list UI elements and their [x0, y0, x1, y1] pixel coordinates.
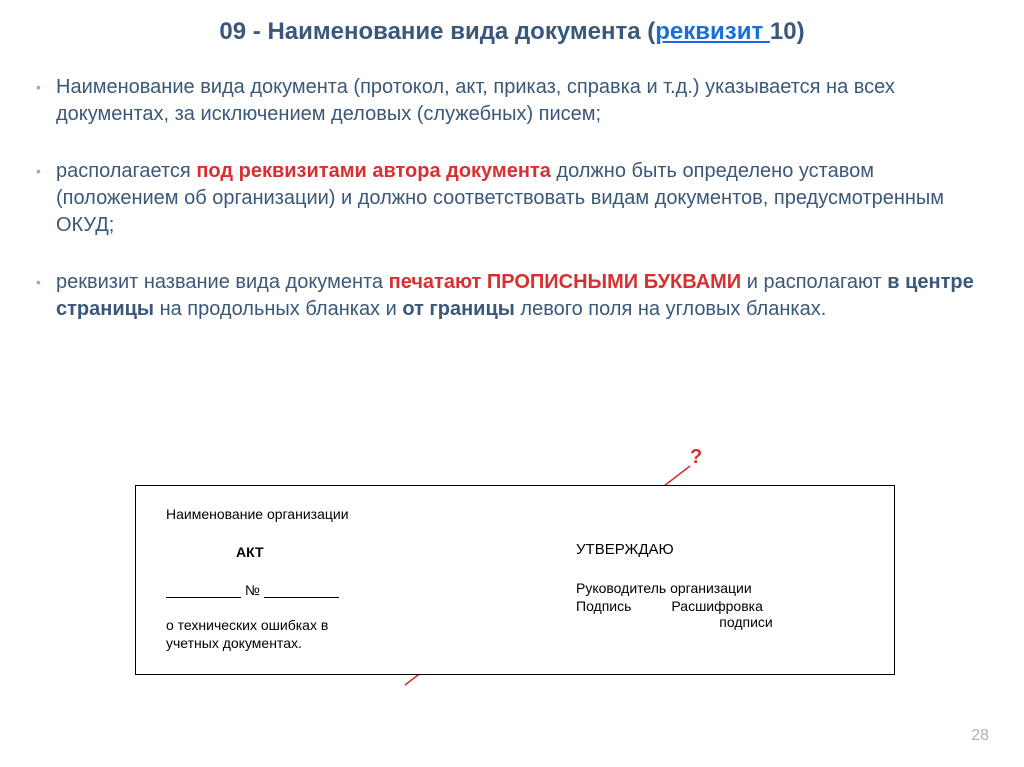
bullet-1-text: Наименование вида документа (протокол, а…: [56, 76, 895, 125]
bullet-2-p0: располагается: [56, 160, 196, 182]
doc-rash-label: Расшифровка: [671, 598, 762, 614]
doc-manager: Руководитель организации: [576, 580, 856, 596]
slide-title: 09 - Наименование вида документа (реквиз…: [0, 0, 1024, 54]
content-area: Наименование вида документа (протокол, а…: [0, 54, 1024, 323]
question-mark: ?: [690, 446, 702, 469]
doc-signature-sub: подписи: [576, 614, 806, 630]
bullet-list: Наименование вида документа (протокол, а…: [30, 74, 984, 323]
doc-num-label: №: [245, 582, 260, 598]
doc-num-underline: [264, 597, 339, 598]
bullet-3-p1: печатают ПРОПИСНЫМИ БУКВАМИ: [389, 271, 742, 293]
bullet-3-p2: и располагают: [741, 271, 887, 293]
doc-subject: о технических ошибках в учетных документ…: [166, 616, 466, 652]
doc-subject-l2: учетных документах.: [166, 635, 302, 651]
doc-org-name: Наименование организации: [166, 506, 466, 522]
bullet-3-p0: реквизит название вида документа: [56, 271, 389, 293]
doc-right-block: УТВЕРЖДАЮ Руководитель организации Подпи…: [576, 541, 856, 630]
doc-signature-row: Подпись Расшифровка: [576, 598, 856, 614]
doc-sign-label: Подпись: [576, 598, 631, 614]
bullet-item-3: реквизит название вида документа печатаю…: [30, 269, 984, 323]
bullet-item-1: Наименование вида документа (протокол, а…: [30, 74, 984, 128]
bullet-3-p4: на продольных бланках и: [154, 298, 402, 320]
title-prefix: 09 - Наименование вида документа (: [219, 18, 655, 45]
bullet-3-p6: левого поля на угловых бланках.: [515, 298, 826, 320]
page-number: 28: [971, 727, 989, 745]
bullet-item-2: располагается под реквизитами автора док…: [30, 158, 984, 239]
bullet-2-p1: под реквизитами автора документа: [196, 160, 551, 182]
doc-approve: УТВЕРЖДАЮ: [576, 541, 856, 558]
doc-type-akt: АКТ: [236, 544, 466, 560]
bullet-3-p5: от границы: [402, 298, 515, 320]
doc-subject-l1: о технических ошибках в: [166, 617, 328, 633]
doc-date-underline: [166, 597, 241, 598]
doc-number-line: №: [166, 582, 466, 598]
title-link[interactable]: реквизит: [655, 18, 770, 45]
title-suffix: 10): [770, 18, 805, 45]
doc-left-block: Наименование организации АКТ № о техниче…: [166, 506, 466, 652]
document-sample-box: Наименование организации АКТ № о техниче…: [135, 485, 895, 675]
